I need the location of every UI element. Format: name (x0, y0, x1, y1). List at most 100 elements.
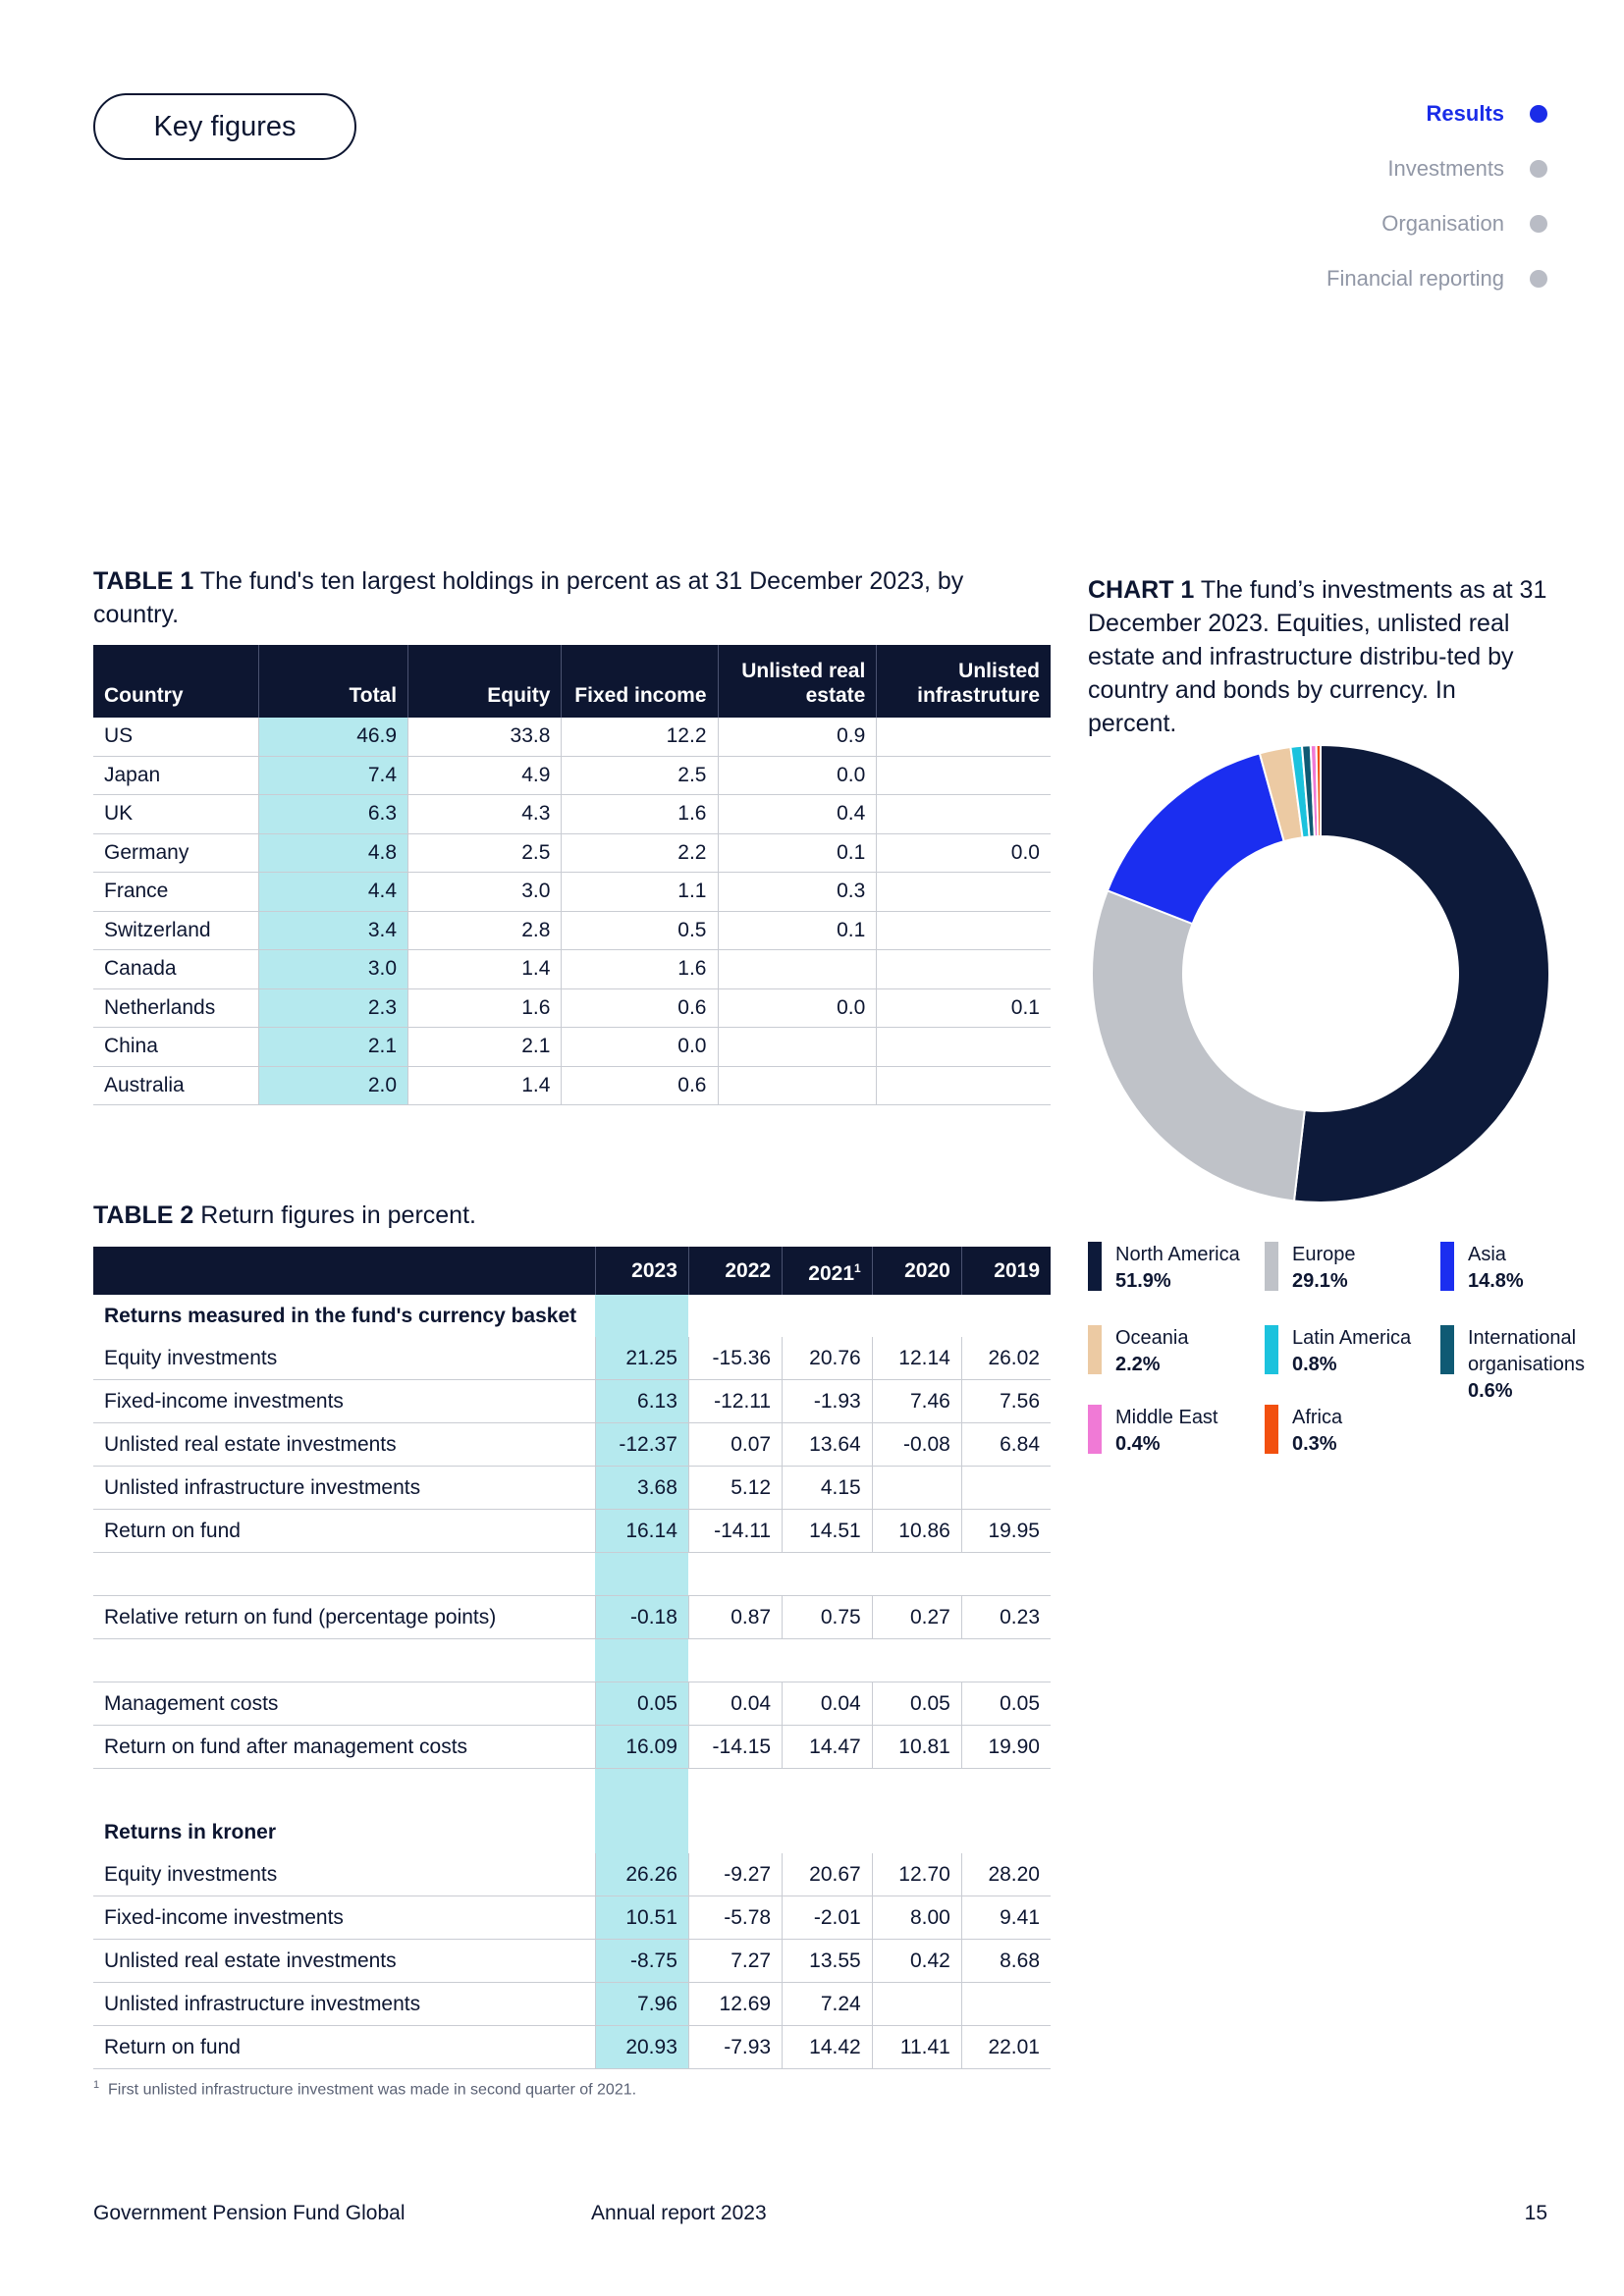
value-cell: 19.90 (960, 1725, 1051, 1769)
table-row: Return on fund 16.14 -14.11 14.51 10.86 19.95 (93, 1509, 1051, 1553)
empty-cell (595, 1811, 689, 1853)
legend-text: Latin America 0.8% (1292, 1325, 1411, 1378)
empty-cell (688, 1295, 782, 1337)
value-cell: -14.15 (687, 1725, 783, 1769)
value-cell: -14.11 (687, 1509, 783, 1553)
value-cell: 2.2 (561, 833, 718, 873)
empty-cell (688, 1638, 783, 1682)
nav-item-investments[interactable]: Investments (1326, 141, 1547, 196)
legend-item-north-america: North America 51.9% (1088, 1242, 1257, 1295)
value-cell (717, 949, 877, 989)
table-row: France 4.4 3.0 1.1 0.3 (93, 872, 1051, 912)
value-cell: 12.14 (871, 1337, 962, 1380)
table-row: Fixed-income investments 10.51 -5.78 -2.01 8… (93, 1896, 1051, 1940)
value-cell: 4.3 (407, 794, 562, 834)
country-cell: Switzerland (93, 911, 259, 950)
nav-dot-icon (1530, 270, 1547, 288)
empty-cell (961, 1295, 1051, 1337)
value-cell: 14.42 (782, 2025, 873, 2069)
table-row: US 46.9 33.8 12.2 0.9 (93, 718, 1051, 757)
value-cell: 0.04 (782, 1682, 873, 1726)
nav-item-organisation[interactable]: Organisation (1326, 196, 1547, 251)
legend-label: Oceania (1115, 1327, 1189, 1349)
value-cell: 3.0 (258, 949, 408, 989)
legend-swatch (1440, 1325, 1454, 1374)
value-cell: 0.42 (871, 1939, 962, 1983)
legend-value: 0.8% (1292, 1354, 1337, 1375)
legend-swatch (1440, 1242, 1454, 1291)
table-row: China 2.1 2.1 0.0 (93, 1027, 1051, 1067)
page-number: 15 (1524, 2202, 1547, 2224)
value-cell: -9.27 (687, 1853, 783, 1896)
empty-cell (961, 1811, 1051, 1853)
footnote-mark: 1 (93, 2079, 100, 2091)
value-cell: 26.02 (960, 1337, 1051, 1380)
table-row: Relative return on fund (percentage poin… (93, 1595, 1051, 1639)
country-cell: China (93, 1027, 259, 1067)
value-cell: 16.14 (594, 1509, 689, 1553)
table2-footnote: 1 First unlisted infrastructure investme… (93, 2079, 636, 2099)
value-cell (876, 911, 1051, 950)
nav-item-label: Results (1426, 101, 1504, 126)
column-header: Equity (407, 645, 562, 718)
value-cell (876, 1027, 1051, 1067)
empty-cell (595, 1295, 689, 1337)
year-header: 2022 (687, 1247, 783, 1295)
legend-text: Middle East 0.4% (1115, 1405, 1218, 1458)
legend-swatch (1265, 1325, 1278, 1374)
table-row: UK 6.3 4.3 1.6 0.4 (93, 794, 1051, 834)
row-label: Fixed-income investments (93, 1379, 596, 1423)
value-cell: 0.27 (871, 1595, 962, 1639)
value-cell: 5.12 (687, 1466, 783, 1510)
value-cell: 2.1 (258, 1027, 408, 1067)
nav-item-financial-reporting[interactable]: Financial reporting (1326, 251, 1547, 306)
value-cell (876, 949, 1051, 989)
row-label: Unlisted infrastructure investments (93, 1466, 596, 1510)
empty-cell (595, 1552, 689, 1596)
value-cell: 1.6 (561, 949, 718, 989)
key-figures-button[interactable]: Key figures (93, 93, 356, 160)
value-cell: 13.64 (782, 1422, 873, 1467)
value-cell: 4.9 (407, 756, 562, 795)
value-cell: 21.25 (594, 1337, 689, 1380)
year-header: 2023 (594, 1247, 689, 1295)
legend-swatch (1088, 1405, 1102, 1454)
table-row: Germany 4.8 2.5 2.2 0.1 0.0 (93, 833, 1051, 873)
country-cell: UK (93, 794, 259, 834)
value-cell: 19.95 (960, 1509, 1051, 1553)
legend-item-international-organisations: International organisations 0.6% (1440, 1325, 1607, 1405)
table-row: Unlisted infrastructure investments 3.68 5… (93, 1466, 1051, 1510)
country-cell: US (93, 718, 259, 757)
value-cell: 0.0 (717, 988, 877, 1028)
value-cell: 8.00 (871, 1896, 962, 1940)
value-cell: 0.1 (717, 911, 877, 950)
value-cell: 20.93 (594, 2025, 689, 2069)
legend-label: Middle East (1115, 1407, 1218, 1428)
value-cell: 16.09 (594, 1725, 689, 1769)
value-cell: 1.6 (407, 988, 562, 1028)
spacer-row (93, 1768, 1051, 1811)
table-row: Fixed-income investments 6.13 -12.11 -1.93 7… (93, 1379, 1051, 1423)
table-row: Netherlands 2.3 1.6 0.6 0.0 0.1 (93, 988, 1051, 1028)
value-cell: -2.01 (782, 1896, 873, 1940)
value-cell: 2.5 (561, 756, 718, 795)
row-label: Return on fund (93, 1509, 596, 1553)
table-row: Return on fund 20.93 -7.93 14.42 11.41 22.01 (93, 2025, 1051, 2069)
value-cell: 2.0 (258, 1066, 408, 1105)
empty-cell (782, 1552, 873, 1596)
value-cell (960, 1982, 1051, 2026)
empty-cell (961, 1638, 1051, 1682)
returns-table: 2023 2022 20211 2020 2019 Returns measured i… (93, 1247, 1051, 2069)
year-label: 2022 (725, 1259, 772, 1282)
value-cell: 3.4 (258, 911, 408, 950)
legend-text: Europe 29.1% (1292, 1242, 1356, 1295)
row-label: Management costs (93, 1682, 596, 1726)
value-cell: 11.41 (871, 2025, 962, 2069)
chart1-caption: CHART 1 The fund’s investments as at 31 … (1088, 573, 1549, 740)
legend-swatch (1265, 1405, 1278, 1454)
nav-item-results[interactable]: Results (1326, 86, 1547, 141)
empty-cell (93, 1638, 596, 1682)
year-header: 20211 (782, 1247, 873, 1295)
legend-label: Europe (1292, 1244, 1356, 1265)
footer-publisher: Government Pension Fund Global (93, 2202, 406, 2224)
